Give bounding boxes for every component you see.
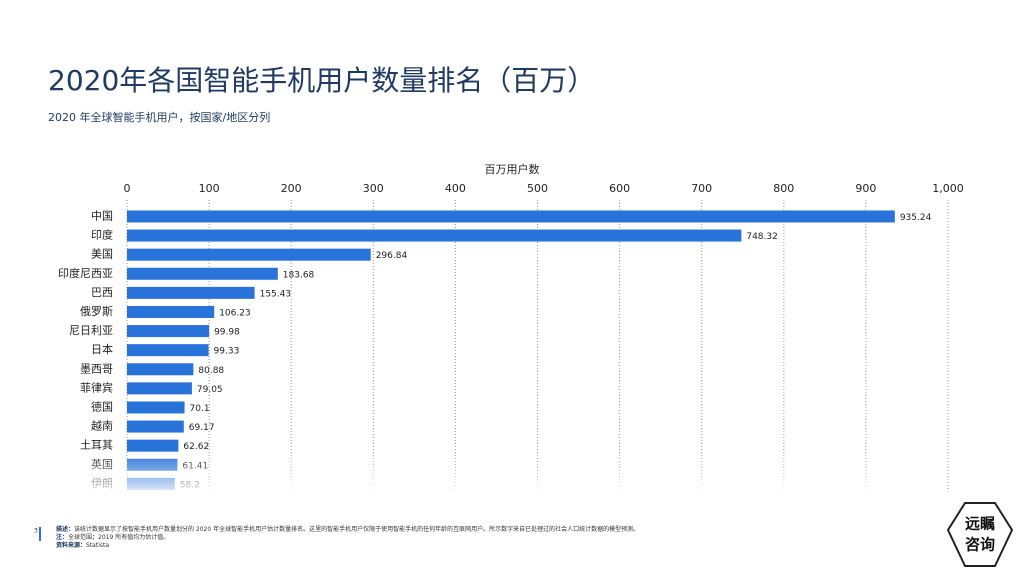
text: 全球范围；2019 所有值均为估计值。 (68, 534, 170, 541)
y-tick-label: 墨西哥 (80, 362, 113, 375)
description: 描述：该统计数据显示了按智能手机用户数量划分的 2020 年全球智能手机用户估计… (56, 526, 856, 534)
label: 资料来源： (56, 542, 87, 549)
bar (127, 210, 895, 223)
chart-title: 2020年各国智能手机用户数量排名（百万） (48, 64, 595, 97)
footer: 描述：该统计数据显示了按智能手机用户数量划分的 2020 年全球智能手机用户估计… (56, 526, 856, 550)
text: Statista (86, 542, 110, 549)
bar (127, 248, 371, 261)
value-label: 69.17 (189, 423, 215, 433)
x-tick-label: 500 (527, 182, 548, 195)
logo-frame (946, 502, 1014, 567)
text: 该统计数据显示了按智能手机用户数量划分的 2020 年全球智能手机用户估计数量排… (74, 526, 640, 533)
value-label: 296.84 (376, 251, 408, 261)
bar (127, 439, 179, 452)
x-tick-label: 700 (691, 182, 712, 195)
label: 注： (56, 534, 69, 541)
bar (127, 401, 185, 414)
fade-overlay (40, 452, 940, 496)
source: 资料来源：Statista (56, 542, 856, 550)
value-label: 748.32 (746, 232, 778, 242)
y-tick-label: 日本 (91, 342, 113, 356)
label: 描述： (56, 526, 75, 533)
bar (127, 344, 209, 357)
value-label: 935.24 (900, 213, 932, 223)
logo: 远瞩 咨询 (946, 502, 1014, 567)
y-tick-label: 德国 (91, 399, 113, 413)
x-tick-label: 600 (609, 182, 630, 195)
x-tick-label: 200 (281, 182, 302, 195)
bar (127, 305, 215, 318)
page-number: 3 (34, 528, 38, 535)
y-tick-label: 越南 (91, 419, 113, 433)
value-label: 99.33 (214, 347, 240, 357)
bar (127, 382, 192, 395)
x-tick-label: 100 (199, 182, 220, 195)
y-tick-label: 土耳其 (80, 439, 113, 452)
y-tick-label: 美国 (91, 248, 113, 261)
x-axis-label: 百万用户数 (485, 162, 540, 176)
x-tick-label: 400 (445, 182, 466, 195)
value-label: 79.05 (197, 385, 223, 395)
y-tick-label: 印度尼西亚 (58, 266, 113, 280)
value-label: 70.1 (190, 404, 210, 414)
bar (127, 229, 742, 242)
bar (127, 267, 278, 280)
value-label: 80.88 (198, 366, 224, 376)
bar (127, 325, 210, 338)
bar (127, 286, 255, 299)
x-tick-label: 900 (855, 182, 876, 195)
value-label: 62.62 (183, 442, 209, 452)
note: 注：全球范围；2019 所有值均为估计值。 (56, 534, 856, 542)
chart-subtitle: 2020 年全球智能手机用户，按国家/地区分列 (48, 110, 270, 124)
plot: 0 100 200 300 400 500 600 700 800 900 1,000 中国 935.2… (58, 182, 964, 492)
y-tick-label: 印度 (91, 228, 113, 242)
y-tick-label: 中国 (91, 209, 113, 222)
bar (127, 363, 194, 376)
value-label: 106.23 (219, 308, 251, 318)
logo-text: 远瞩 (965, 515, 995, 533)
x-tick-label: 0 (124, 182, 131, 195)
x-tick-label: 1,000 (932, 182, 964, 195)
value-label: 183.68 (283, 270, 315, 280)
bar (127, 420, 184, 433)
y-tick-label: 尼日利亚 (69, 324, 113, 337)
logo-text: 咨询 (965, 536, 995, 554)
y-tick-label: 巴西 (91, 286, 113, 299)
x-tick-label: 300 (363, 182, 384, 195)
x-tick-label: 800 (773, 182, 794, 195)
value-label: 155.43 (260, 289, 292, 299)
y-tick-label: 俄罗斯 (80, 305, 113, 318)
value-label: 99.98 (214, 328, 240, 338)
y-tick-label: 菲律宾 (80, 380, 113, 394)
